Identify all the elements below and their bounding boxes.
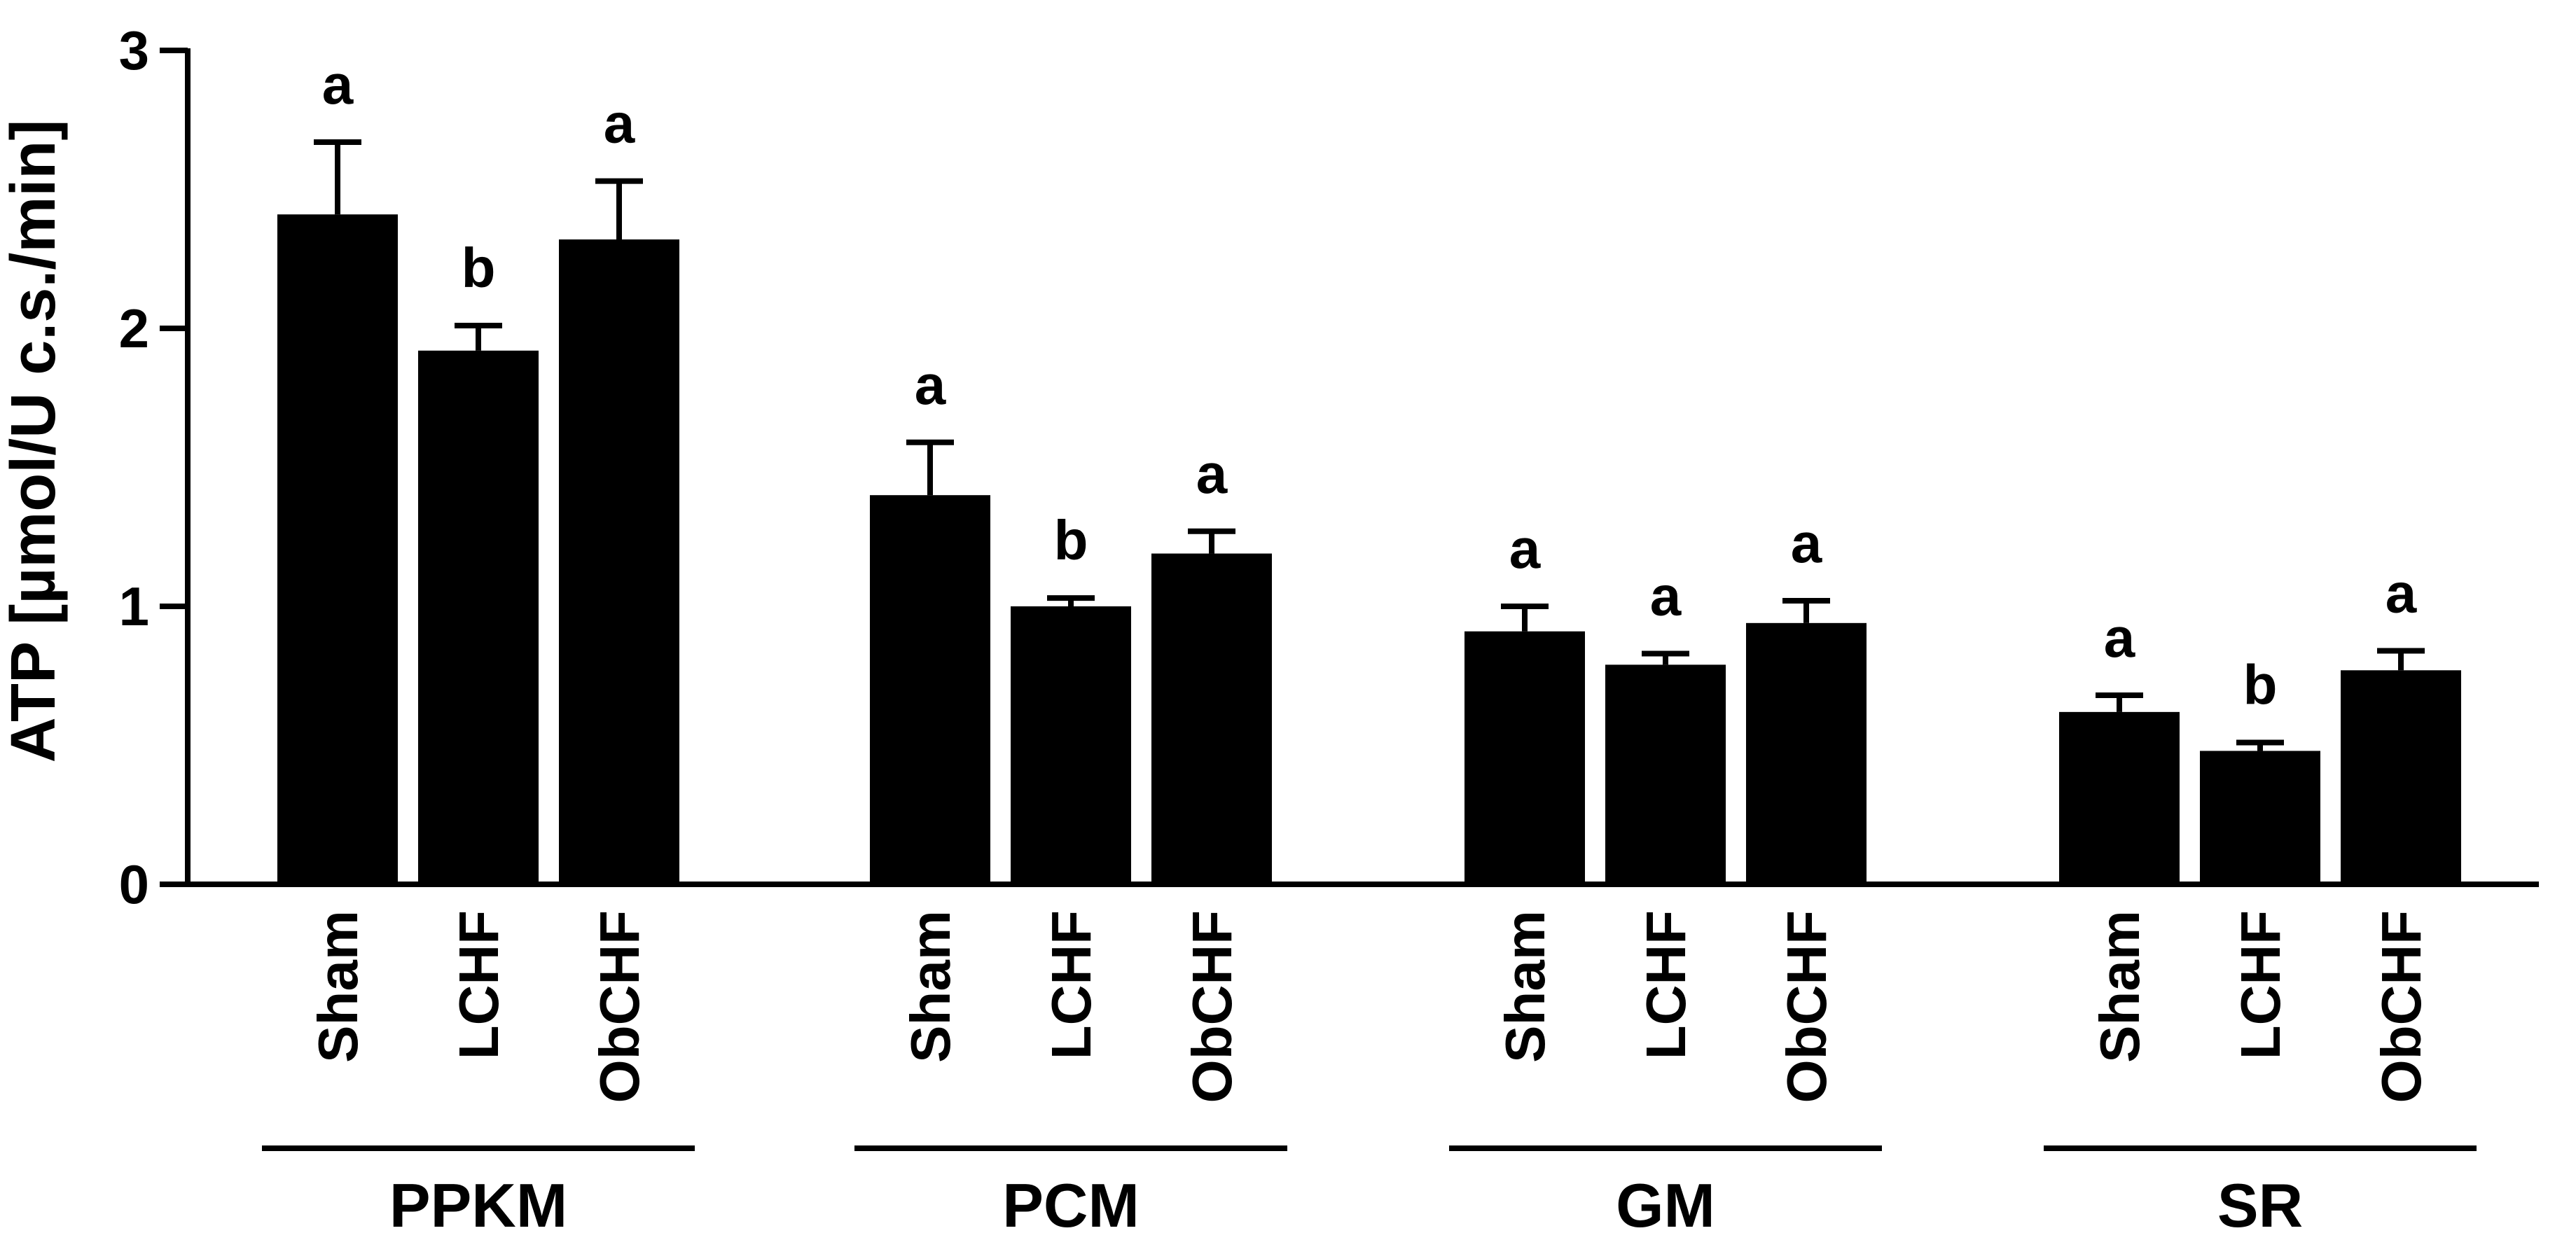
category-label: Sham (899, 910, 962, 1063)
significance-letter: a (322, 53, 354, 116)
significance-letter: a (915, 354, 946, 416)
bar (277, 214, 398, 885)
significance-letter: b (462, 237, 496, 299)
significance-labels: a b a a b a a a a a b a (322, 53, 2417, 716)
bar (1151, 553, 1272, 884)
category-label: LCHF (1040, 910, 1102, 1059)
significance-letter: a (1509, 517, 1541, 580)
significance-letter: b (1054, 509, 1088, 571)
bars (277, 214, 2461, 885)
significance-letter: a (1196, 443, 1228, 505)
y-axis: 0 1 2 3 (119, 20, 191, 915)
bar (2200, 751, 2320, 884)
category-labels: Sham LCHF ObCHF Sham LCHF ObCHF Sham LCHF ObCHF S… (307, 910, 2432, 1103)
y-axis-title: ATP [µmol/U c.s./min] (0, 120, 69, 763)
group-label: SR (2217, 1171, 2303, 1240)
group-labels: PPKM PCM GM SR (262, 1145, 2477, 1240)
significance-letter: a (1791, 512, 1822, 574)
bar (418, 350, 539, 884)
category-label: Sham (1494, 910, 1556, 1063)
significance-letter: a (1650, 564, 1682, 627)
y-tick-label: 2 (119, 298, 149, 359)
bar (2341, 670, 2461, 884)
category-label: Sham (2089, 910, 2151, 1063)
category-label: ObCHF (588, 910, 651, 1103)
significance-letter: a (2104, 606, 2135, 669)
category-label: LCHF (2229, 910, 2292, 1059)
category-label: LCHF (448, 910, 510, 1059)
group-label: PCM (1002, 1171, 1140, 1240)
significance-letter: a (604, 92, 635, 155)
bar (870, 495, 990, 884)
category-label: ObCHF (2370, 910, 2432, 1103)
y-tick-label: 3 (119, 20, 149, 81)
y-tick-label: 1 (119, 576, 149, 637)
bar (1011, 606, 1131, 884)
category-label: LCHF (1635, 910, 1697, 1059)
group-label: GM (1616, 1171, 1715, 1240)
bar (1605, 664, 1726, 884)
significance-letter: a (2385, 562, 2417, 625)
group-label: PPKM (389, 1171, 567, 1240)
bar (1746, 622, 1867, 884)
category-label: ObCHF (1775, 910, 1838, 1103)
category-label: Sham (307, 910, 369, 1063)
category-label: ObCHF (1181, 910, 1243, 1103)
significance-letter: b (2243, 654, 2278, 716)
bar (2059, 711, 2180, 884)
error-bars (314, 139, 2425, 751)
y-tick-label: 0 (119, 854, 149, 915)
bar (1464, 631, 1585, 884)
bar (559, 239, 679, 885)
